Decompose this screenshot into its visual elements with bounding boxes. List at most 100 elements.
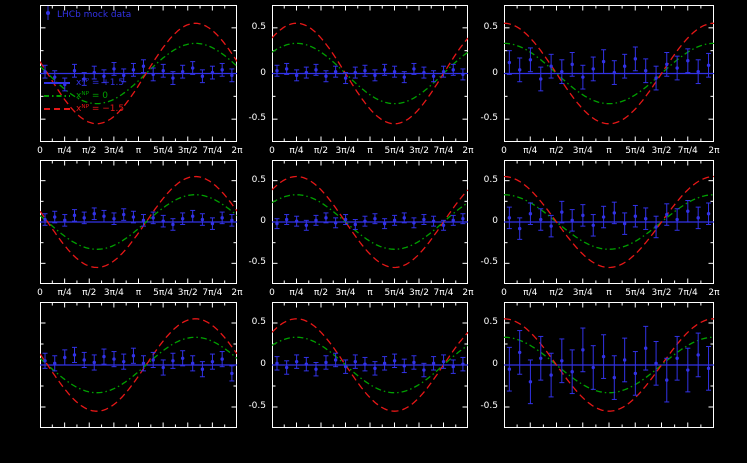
x-tick-label: 3π/2 [177,146,198,156]
x-tick-label: 2π [708,288,720,298]
data-points [274,212,466,231]
dashed-line-swatch-icon [44,108,70,110]
x-tick-label: 5π/4 [625,288,646,298]
y-tick-label: 0 [492,359,498,369]
legend-curves: xᴺᴾ = +1.5 xᴺᴾ = 0 xᴺᴾ = −1.5 [44,78,124,114]
y-tick-label: 0.5 [483,174,498,185]
curve-dashdot [40,194,237,250]
x-tick-label: 7π/4 [202,288,223,298]
y-tick-label: 0 [492,67,498,78]
x-tick-label: 5π/4 [153,288,174,298]
x-tick-label: 0 [269,288,275,298]
y-tick-label: 0.5 [251,317,266,327]
data-points [42,59,235,92]
x-tick-label: 3π/4 [335,288,356,298]
x-tick-label: π/4 [289,288,304,298]
x-tick-label: π/4 [523,146,538,156]
y-tick-label: 0.5 [483,317,498,327]
x-tick-label: 2π [462,288,474,298]
data-points [42,346,235,382]
x-tick-label: 0 [501,288,507,298]
curve-dashdot [504,42,714,105]
solid-line-swatch-icon [44,82,70,84]
data-points [506,46,712,92]
data-points [274,352,466,378]
x-tick-label: π/2 [549,288,564,298]
panel-0-2 [504,5,714,142]
y-tick-label: 0 [260,67,266,78]
x-tick-label: 3π/4 [572,288,593,298]
x-tick-label: π [135,146,142,156]
x-tick-label: π [606,146,612,156]
panel-0-0 [40,5,237,142]
y-tick-label: 0.5 [251,174,266,185]
data-points [42,207,235,231]
panel-2-0 [40,302,237,428]
curve-dashdot [40,336,237,394]
panel-2-2 [504,302,714,428]
x-tick-label: 2π [231,146,243,156]
x-tick-label: 7π/4 [433,146,454,156]
x-tick-label: 5π/4 [384,288,405,298]
x-tick-label: π/4 [289,146,304,156]
panel-1-0 [40,160,237,284]
x-tick-label: 3π/4 [572,146,593,156]
data-points [506,200,712,240]
legend-entry: xᴺᴾ = 0 [44,91,124,101]
panel-1-1 [272,160,468,284]
x-tick-label: π/2 [82,146,97,156]
x-tick-label: 2π [708,146,720,156]
curve-dashdot [504,336,714,394]
curve-dashed [504,175,714,269]
x-tick-label: 2π [231,288,243,298]
panel-2-1 [272,302,468,428]
data-point-icon [44,6,52,23]
y-tick-label: -0.5 [248,401,266,411]
x-tick-label: 7π/4 [433,288,454,298]
curve-dashed [504,318,714,412]
y-tick-label: -0.5 [480,257,498,268]
y-tick-label: -0.5 [248,257,266,268]
dashdot-line-swatch-icon [44,95,70,97]
legend-data-label: LHCb mock data [57,9,132,20]
y-tick-label: 0.5 [251,21,266,32]
curve-dashed [272,175,468,269]
x-tick-label: π [135,288,142,298]
x-tick-label: 3π/2 [409,146,429,156]
legend-entry-label: xᴺᴾ = 0 [76,91,108,101]
x-tick-label: 0 [37,288,43,298]
x-tick-label: 0 [501,146,507,156]
curve-dashed [40,318,237,412]
x-tick-label: 3π/2 [651,288,672,298]
legend-entry: xᴺᴾ = −1.5 [44,104,124,114]
x-tick-label: π [367,288,373,298]
data-points [274,62,466,85]
curve-dashed [272,22,468,125]
y-tick-label: -0.5 [248,113,266,124]
x-tick-label: 0 [37,146,43,156]
x-tick-label: π/4 [57,288,72,298]
curve-dashed [40,22,237,125]
legend-entry: xᴺᴾ = +1.5 [44,78,124,88]
x-tick-label: π [606,288,612,298]
x-tick-label: 3π/4 [335,146,356,156]
curve-dashdot [40,42,237,105]
x-tick-label: π/2 [313,288,329,298]
x-tick-label: 3π/2 [177,288,198,298]
y-tick-label: -0.5 [480,113,498,124]
x-tick-label: 5π/4 [625,146,646,156]
curve-dashed [272,318,468,412]
x-tick-label: 3π/4 [103,288,124,298]
x-tick-label: 3π/2 [409,288,429,298]
x-tick-label: π/4 [523,288,538,298]
curve-dashed [504,22,714,125]
x-tick-label: 2π [462,146,474,156]
x-tick-label: 0 [269,146,275,156]
x-tick-label: 7π/4 [677,288,698,298]
y-tick-label: 0.5 [483,21,498,32]
x-tick-label: π/2 [313,146,329,156]
y-tick-label: 0 [260,216,266,226]
x-tick-label: 3π/4 [103,146,124,156]
